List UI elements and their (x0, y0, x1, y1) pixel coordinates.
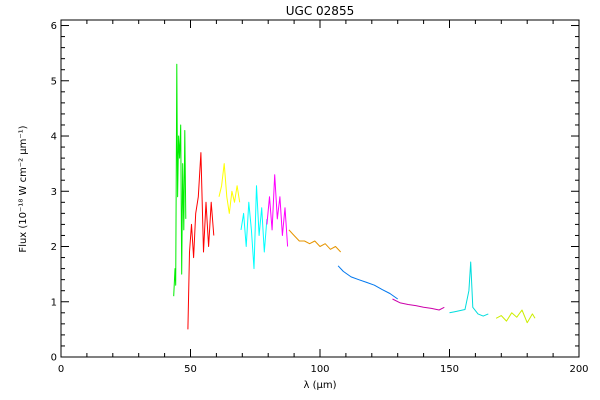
y-tick-label: 5 (51, 76, 57, 87)
x-tick-label: 100 (310, 364, 329, 375)
x-tick-label: 200 (569, 364, 588, 375)
series-line-4 (240, 185, 268, 270)
y-tick-label: 1 (51, 297, 57, 308)
series-line-5 (266, 174, 289, 247)
x-tick-label: 0 (58, 364, 64, 375)
y-tick-label: 2 (51, 242, 57, 253)
series-line-9 (449, 261, 489, 317)
series-line-1 (173, 63, 187, 297)
series-line-7 (337, 265, 398, 300)
x-tick-label: 150 (440, 364, 459, 375)
plot-frame (60, 19, 580, 358)
y-tick-label: 3 (51, 187, 57, 198)
y-axis-label: Flux (10⁻¹⁸ W cm⁻² μm⁻¹) (18, 125, 29, 252)
y-tick-label: 4 (51, 132, 57, 143)
series-line-3 (218, 163, 241, 214)
series-line-8 (392, 298, 445, 311)
y-tick-label: 6 (51, 21, 57, 32)
x-tick-label: 50 (184, 364, 197, 375)
data-series-group (173, 63, 536, 330)
chart-title: UGC 02855 (286, 4, 354, 18)
series-line-6 (288, 229, 342, 253)
x-axis-label: λ (μm) (303, 380, 336, 391)
series-line-10 (495, 309, 536, 324)
y-tick-label: 0 (51, 353, 57, 364)
series-line-2 (187, 152, 215, 330)
axis-ticks: 0 50 100 150 200 0 1 2 3 4 5 6 (51, 20, 589, 375)
